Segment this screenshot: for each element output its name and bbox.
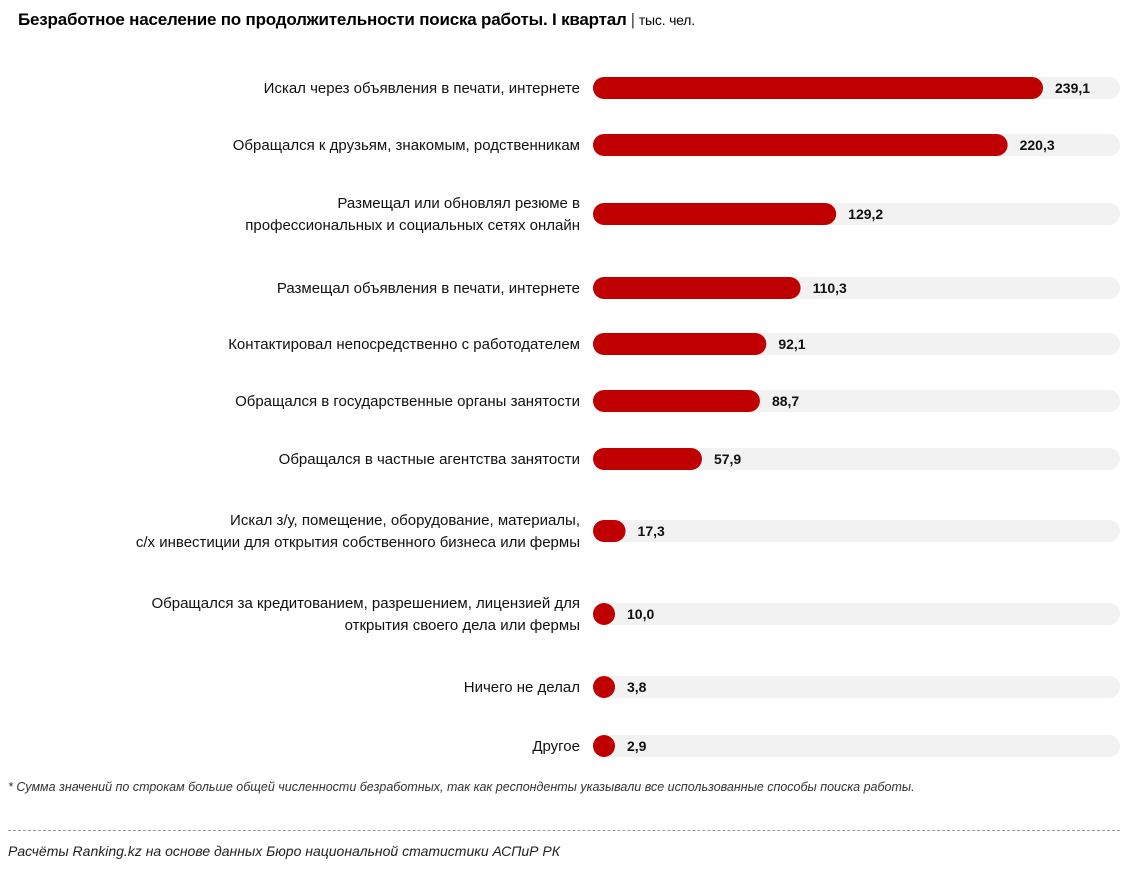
category-label-line: с/х инвестиции для открытия собственного…: [136, 534, 580, 551]
bar: [593, 448, 702, 470]
footer-divider: [8, 830, 1120, 831]
bar: [593, 603, 615, 625]
category-label: Размещал объявления в печати, интернете: [277, 280, 580, 297]
category-label: Обращался за кредитованием, разрешением,…: [151, 595, 580, 634]
value-label: 2,9: [627, 738, 647, 754]
value-label: 92,1: [778, 336, 805, 352]
bar: [593, 77, 1043, 99]
value-label: 17,3: [638, 523, 665, 539]
category-label: Обращался к друзьям, знакомым, родственн…: [233, 137, 580, 154]
category-label: Обращался в государственные органы занят…: [235, 393, 580, 410]
bar: [593, 333, 767, 355]
category-label-line: Размещал объявления в печати, интернете: [277, 280, 580, 297]
category-label: Другое: [532, 738, 580, 755]
category-label-line: Ничего не делал: [464, 679, 580, 696]
bar: [593, 676, 615, 698]
category-label-line: Обращался в государственные органы занят…: [235, 393, 580, 410]
bar-track: [593, 676, 1120, 698]
value-label: 10,0: [627, 606, 654, 622]
value-label: 110,3: [813, 280, 847, 296]
category-label: Размещал или обновлял резюме в профессион…: [245, 195, 580, 234]
bar: [593, 520, 626, 542]
category-label: Контактировал непосредственно с работода…: [228, 336, 580, 353]
source-note: Расчёты Ranking.kz на основе данных Бюро…: [8, 843, 560, 859]
bar: [593, 203, 837, 225]
category-label-line: Размещал или обновлял резюме в: [337, 195, 580, 212]
value-label: 129,2: [848, 206, 883, 222]
chart-unit: тыс. чел.: [638, 12, 695, 28]
value-label: 88,7: [772, 393, 799, 409]
bar-track: [593, 603, 1120, 625]
category-label: Искал з/у, помещение, оборудование, мате…: [136, 512, 580, 551]
value-label: 57,9: [714, 451, 741, 467]
bar-track: [593, 448, 1120, 470]
category-label-line: Обращался к друзьям, знакомым, родственн…: [233, 137, 580, 154]
category-label: Обращался в частные агентства занятости: [279, 451, 580, 468]
bar: [593, 735, 615, 757]
category-label-line: Искал через объявления в печати, интерне…: [264, 80, 580, 97]
bar-chart: 239,1 Искал через объявления в печати, ин…: [136, 77, 1120, 757]
title-separator: |: [630, 10, 635, 29]
category-label-line: открытия своего дела или фермы: [345, 617, 580, 634]
category-label-line: Другое: [532, 738, 580, 755]
category-label-line: профессиональных и социальных сетях онла…: [245, 217, 580, 234]
bar: [593, 390, 760, 412]
category-label: Ничего не делал: [464, 679, 580, 696]
value-label: 239,1: [1055, 80, 1090, 96]
bar-track: [593, 520, 1120, 542]
bar-track: [593, 735, 1120, 757]
category-label-line: Искал з/у, помещение, оборудование, мате…: [230, 512, 580, 529]
footnote: * Сумма значений по строкам больше общей…: [8, 780, 915, 794]
category-label: Искал через объявления в печати, интерне…: [264, 80, 580, 97]
bar: [593, 134, 1008, 156]
chart-title-text: Безработное население по продолжительнос…: [18, 10, 627, 29]
bar: [593, 277, 801, 299]
category-label-line: Обращался за кредитованием, разрешением,…: [151, 595, 580, 612]
value-label: 220,3: [1020, 137, 1055, 153]
chart-title: Безработное население по продолжительнос…: [18, 10, 695, 30]
value-label: 3,8: [627, 679, 647, 695]
category-label-line: Контактировал непосредственно с работода…: [228, 336, 580, 353]
category-label-line: Обращался в частные агентства занятости: [279, 451, 580, 468]
